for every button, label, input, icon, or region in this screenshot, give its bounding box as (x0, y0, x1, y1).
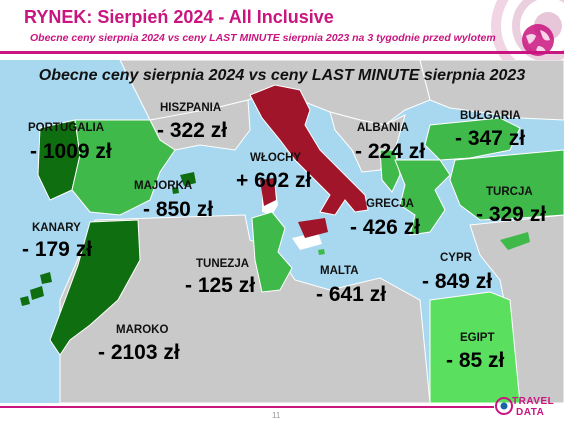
region-malta (318, 249, 325, 255)
mediterranean-map (0, 60, 564, 403)
value-maroko: - 2103 zł (98, 341, 180, 364)
value-majorka: - 850 zł (143, 198, 214, 221)
page-title: RYNEK: Sierpień 2024 - All Inclusive (24, 7, 334, 27)
value-portugalia: - 1009 zł (30, 140, 112, 163)
region-tunisia (251, 211, 293, 293)
region-canary-1 (30, 286, 44, 300)
label-maroko: MAROKO (116, 324, 169, 336)
region-sardinia (260, 178, 276, 206)
region-egypt (429, 291, 521, 403)
region-turkey (449, 149, 564, 221)
label-tunezja: TUNEZJA (196, 258, 250, 270)
label-wlochy: WŁOCHY (250, 152, 302, 164)
footer-divider (0, 406, 494, 408)
value-bulgaria: - 347 zł (455, 127, 526, 150)
region-sicily (298, 218, 328, 238)
page-number: 11 (272, 411, 281, 420)
page-subtitle: Obecne ceny sierpnia 2024 vs ceny LAST M… (30, 32, 496, 44)
globe-icon (522, 24, 554, 56)
value-cypr: - 849 zł (422, 270, 493, 293)
value-grecja: - 426 zł (350, 216, 421, 239)
region-canary-2 (40, 272, 52, 284)
value-turcja: - 329 zł (476, 203, 547, 226)
region-spain (71, 119, 176, 216)
region-italy (249, 84, 369, 216)
region-majorka (180, 172, 196, 186)
value-malta: - 641 zł (316, 283, 387, 306)
label-malta: MALTA (320, 265, 359, 277)
value-kanary: - 179 zł (22, 238, 93, 261)
travel-data-logo: TRAVEL DATA (494, 392, 562, 420)
region-canary-3 (20, 296, 30, 306)
label-hiszpania: HISZPANIA (160, 102, 222, 114)
label-cypr: CYPR (440, 252, 472, 264)
label-turcja: TURCJA (486, 186, 533, 198)
region-majorka-2 (172, 187, 179, 194)
land-sicily-area (292, 232, 322, 250)
logo-line1: TRAVEL (512, 396, 555, 407)
map-title: Obecne ceny sierpnia 2024 vs ceny LAST M… (38, 67, 526, 84)
region-cyprus (500, 232, 530, 250)
label-kanary: KANARY (32, 222, 81, 234)
label-grecja: GRECJA (366, 198, 414, 210)
header-divider (0, 51, 564, 54)
region-greece (394, 159, 451, 236)
value-tunezja: - 125 zł (185, 274, 256, 297)
logo-mark-icon (495, 397, 513, 415)
value-wlochy: + 602 zł (236, 169, 312, 192)
label-majorka: MAJORKA (134, 180, 193, 192)
land-east (419, 60, 564, 121)
label-bulgaria: BUŁGARIA (460, 110, 521, 122)
value-egipt: - 85 zł (446, 349, 505, 372)
region-bulgaria (424, 117, 521, 161)
value-hiszpania: - 322 zł (157, 119, 228, 142)
value-albania: - 224 zł (355, 140, 426, 163)
label-egipt: EGIPT (460, 332, 495, 344)
region-morocco (49, 219, 141, 356)
label-albania: ALBANIA (357, 122, 409, 134)
land-north-africa (59, 214, 431, 403)
logo-line2: DATA (516, 407, 545, 418)
label-portugalia: PORTUGALIA (28, 122, 105, 134)
